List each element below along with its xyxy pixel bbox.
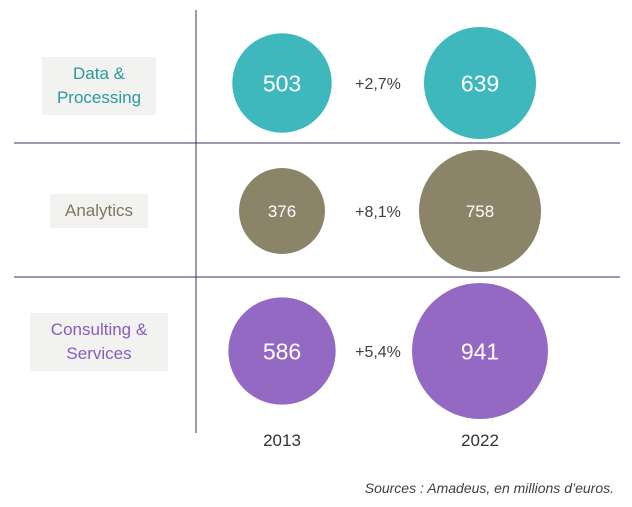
- source-note: Sources : Amadeus, en millions d’euros.: [364, 480, 614, 496]
- x-tick-label: 2013: [263, 431, 301, 450]
- data-label: 503: [263, 70, 301, 96]
- growth-label: +5,4%: [355, 344, 401, 361]
- x-tick-label: 2022: [461, 431, 499, 450]
- growth-label: +2,7%: [355, 76, 401, 93]
- bubble: [232, 33, 332, 133]
- category-label: Analytics: [50, 194, 148, 228]
- category-label: Consulting & Services: [30, 313, 168, 371]
- data-label: 586: [263, 338, 301, 364]
- data-label: 758: [466, 202, 494, 221]
- growth-label: +8,1%: [355, 204, 401, 221]
- bubble: [423, 26, 537, 140]
- bubble: [418, 149, 542, 273]
- bubble: [412, 283, 548, 419]
- data-label: 376: [268, 202, 296, 221]
- bubble: [239, 168, 325, 254]
- data-label: 941: [461, 338, 499, 364]
- category-label: Data & Processing: [42, 57, 156, 115]
- bubble: [228, 297, 336, 405]
- data-label: 639: [461, 70, 499, 96]
